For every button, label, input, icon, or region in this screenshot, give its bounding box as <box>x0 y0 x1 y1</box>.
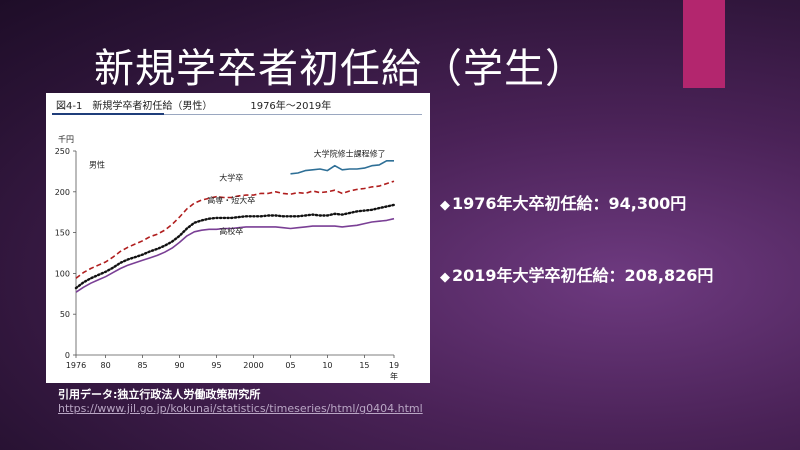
series-line-高校卒 <box>75 217 395 293</box>
bullet-text: 1976年大卒初任給：94,300円 <box>452 194 687 213</box>
diamond-bullet-icon: ◆ <box>440 198 450 213</box>
slide-title: 新規学卒者初任給（学生） <box>94 46 586 92</box>
series-label: 大学卒 <box>219 172 243 182</box>
x-axis-unit: 年 <box>390 371 398 381</box>
figure-period: 1976年～2019年 <box>250 101 332 112</box>
figure-underline-thin <box>164 113 422 115</box>
x-tick-label: 2000 <box>243 361 263 370</box>
panel-label: 男性 <box>89 159 105 169</box>
figure-underline <box>52 113 164 115</box>
diamond-bullet-icon: ◆ <box>440 270 450 285</box>
figure-number: 図4-1 <box>56 101 83 112</box>
x-tick-label: 15 <box>359 361 369 370</box>
bullet-1976: ◆ 1976年大卒初任給：94,300円 <box>440 190 686 214</box>
x-tick-label: 80 <box>100 361 110 370</box>
bullet-2019: ◆ 2019年大学卒初任給：208,826円 <box>440 262 713 286</box>
y-tick-label: 0 <box>65 351 70 360</box>
x-tick-label: 90 <box>174 361 184 370</box>
y-tick-label: 150 <box>55 229 70 238</box>
bullet-text: 2019年大学卒初任給：208,826円 <box>452 266 714 285</box>
y-tick-label: 50 <box>60 310 70 319</box>
series-label: 大学院修士課程修了 <box>314 149 386 159</box>
series-label: 高専・短大卒 <box>207 195 255 205</box>
y-tick-label: 250 <box>55 147 70 156</box>
series-line-大学卒 <box>75 180 395 279</box>
chart-panel: 図4-1 新規学卒者初任給（男性） 1976年～2019年 0 50 100 150 200… <box>46 93 430 383</box>
figure-heading: 図4-1 新規学卒者初任給（男性） 1976年～2019年 <box>56 97 341 112</box>
x-tick-label: 10 <box>322 361 332 370</box>
series-line-高専・短大卒 <box>74 203 396 290</box>
y-tick-label: 100 <box>55 269 70 278</box>
y-tick-label: 200 <box>55 188 70 197</box>
x-tick-label: 85 <box>137 361 147 370</box>
y-axis-unit: 千円 <box>58 134 74 144</box>
line-chart: 0 50 100 150 200 250 1976 80 85 90 95 2000 05 10 15 19 千… <box>55 134 399 381</box>
figure-title: 新規学卒者初任給（男性） <box>92 101 213 112</box>
x-tick-label: 95 <box>211 361 221 370</box>
x-tick-label: 1976 <box>66 361 86 370</box>
series-line-大学院修士課程修了 <box>290 160 394 175</box>
source-link[interactable]: https://www.jil.go.jp/kokunai/statistics… <box>58 402 423 415</box>
x-tick-label: 19 <box>389 361 399 370</box>
accent-bar <box>683 0 725 88</box>
series-label: 高校卒 <box>219 226 243 236</box>
source-label: 引用データ:独立行政法人労働政策研究所 <box>58 388 261 401</box>
x-tick-label: 05 <box>285 361 295 370</box>
